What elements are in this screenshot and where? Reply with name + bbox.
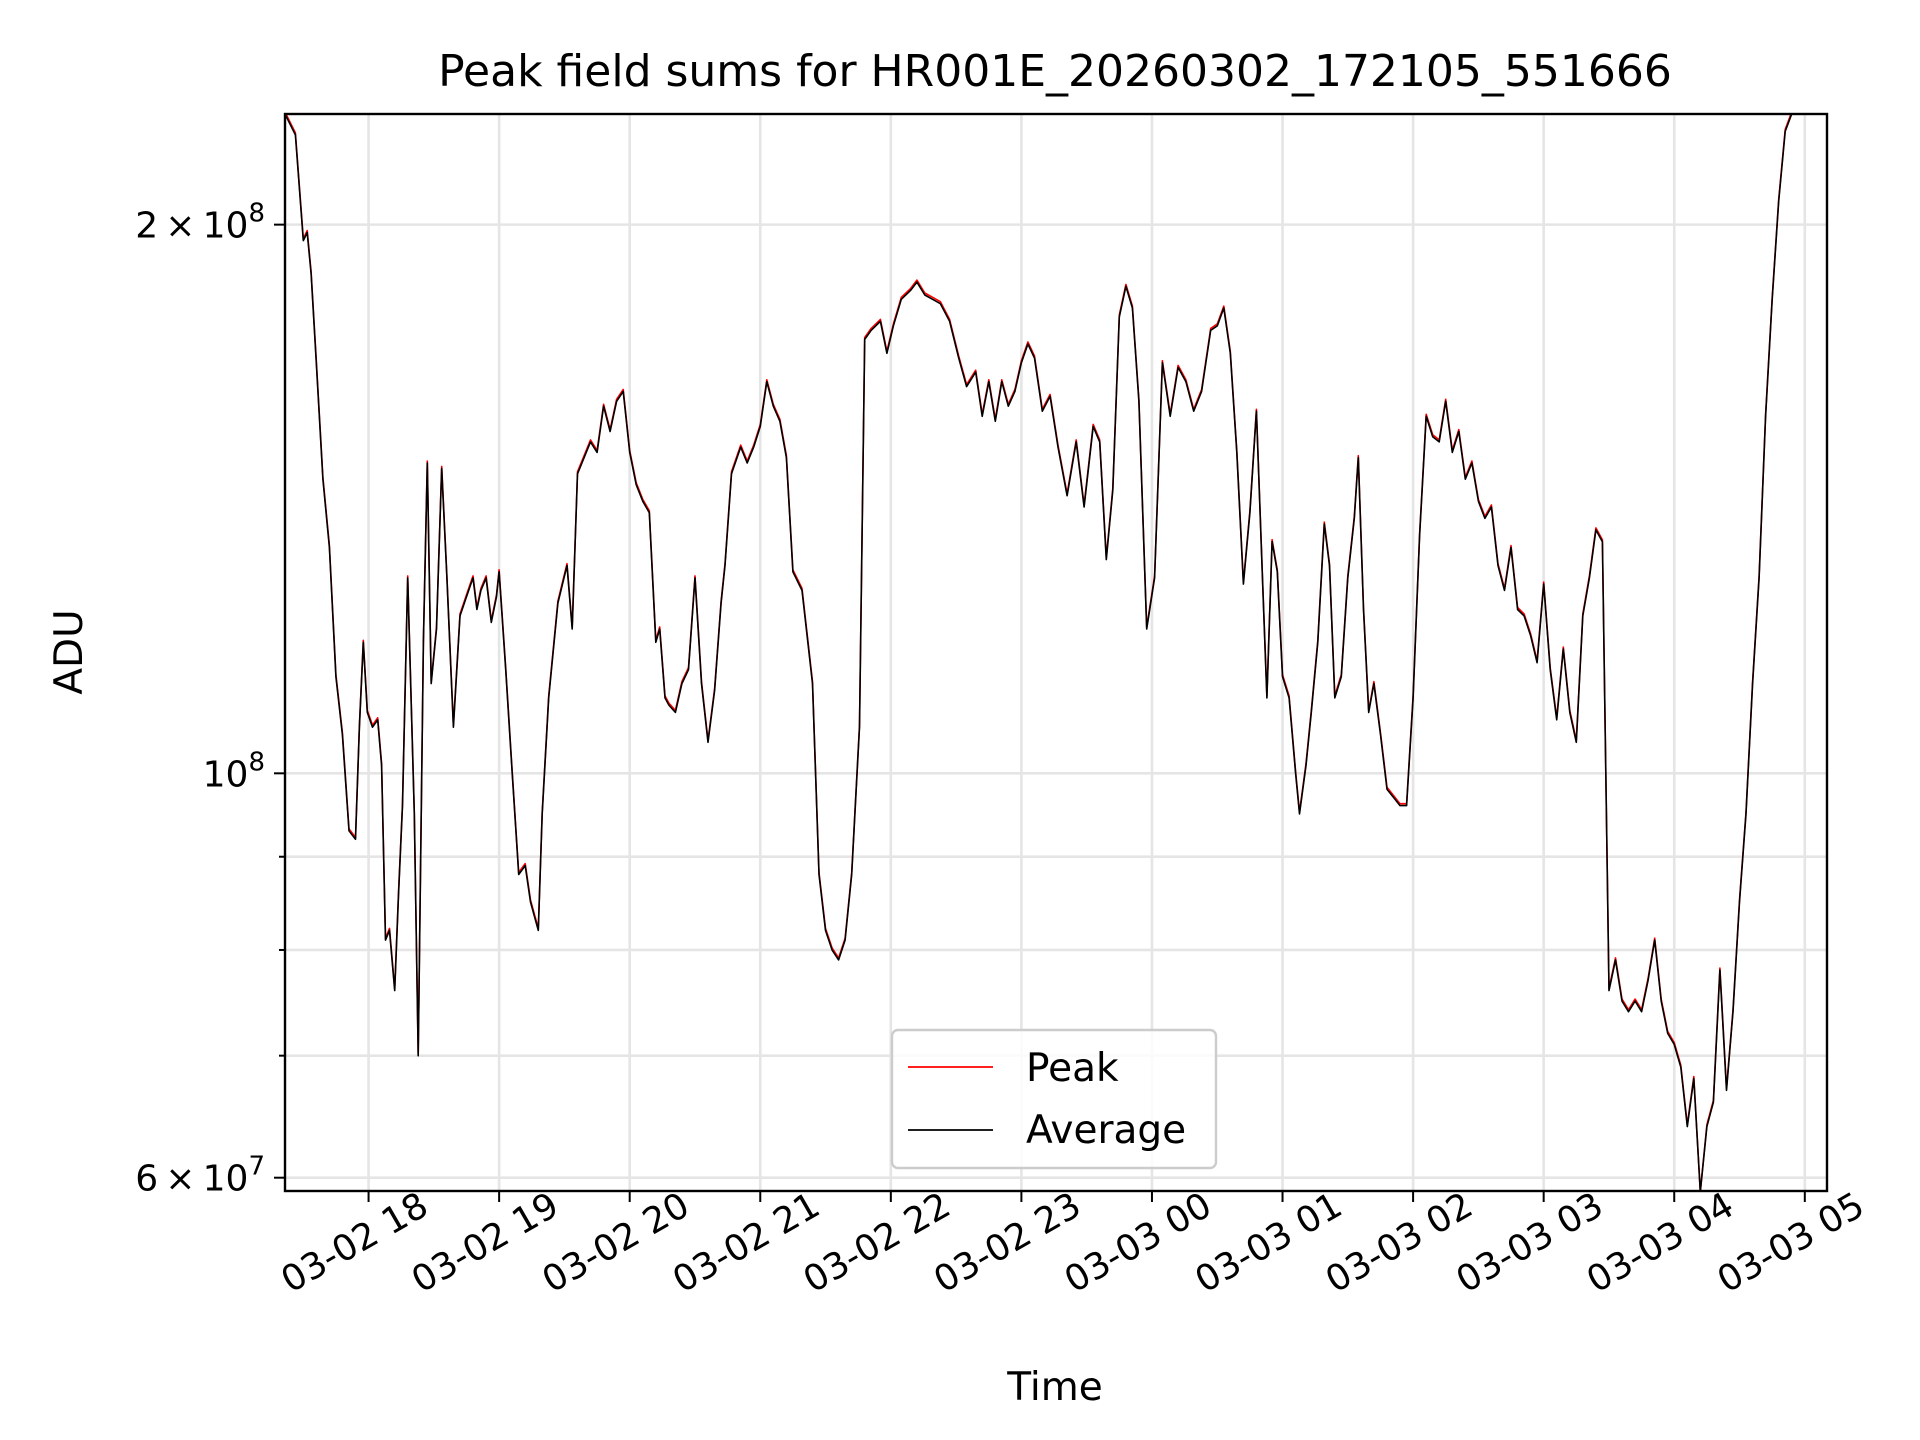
y-axis-ticks: 6 × 107 108 2 × 108 bbox=[135, 199, 285, 1200]
series-line-average bbox=[285, 114, 1793, 1191]
y-tick-label: 108 bbox=[203, 747, 265, 795]
x-tick-label: 03-02 20 bbox=[536, 1185, 697, 1301]
legend-label-peak: Peak bbox=[1026, 1046, 1119, 1091]
x-tick-label: 03-03 01 bbox=[1188, 1185, 1349, 1301]
x-tick-label: 03-02 22 bbox=[797, 1185, 958, 1301]
legend-label-average: Average bbox=[1026, 1108, 1186, 1153]
x-tick-label: 03-03 04 bbox=[1580, 1185, 1741, 1301]
x-tick-label: 03-03 03 bbox=[1450, 1185, 1611, 1301]
axes-frame bbox=[283, 112, 1829, 1193]
chart-title: Peak field sums for HR001E_20260302_1721… bbox=[438, 46, 1672, 97]
y-tick-label: 2 × 108 bbox=[135, 199, 265, 247]
x-tick-label: 03-03 05 bbox=[1711, 1185, 1872, 1301]
y-axis-label: ADU bbox=[47, 609, 92, 694]
legend: Peak Average bbox=[890, 1028, 1218, 1170]
x-tick-label: 03-03 02 bbox=[1319, 1185, 1480, 1301]
x-tick-label: 03-02 18 bbox=[274, 1185, 435, 1301]
x-tick-label: 03-02 21 bbox=[666, 1185, 827, 1301]
x-axis-label: Time bbox=[1006, 1365, 1102, 1410]
legend-box bbox=[890, 1028, 1218, 1170]
y-tick-label: 6 × 107 bbox=[135, 1152, 265, 1200]
x-tick-label: 03-02 19 bbox=[405, 1185, 566, 1301]
x-tick-label: 03-03 00 bbox=[1058, 1185, 1219, 1301]
series-lines bbox=[285, 114, 1793, 1191]
x-tick-label: 03-02 23 bbox=[927, 1185, 1088, 1301]
